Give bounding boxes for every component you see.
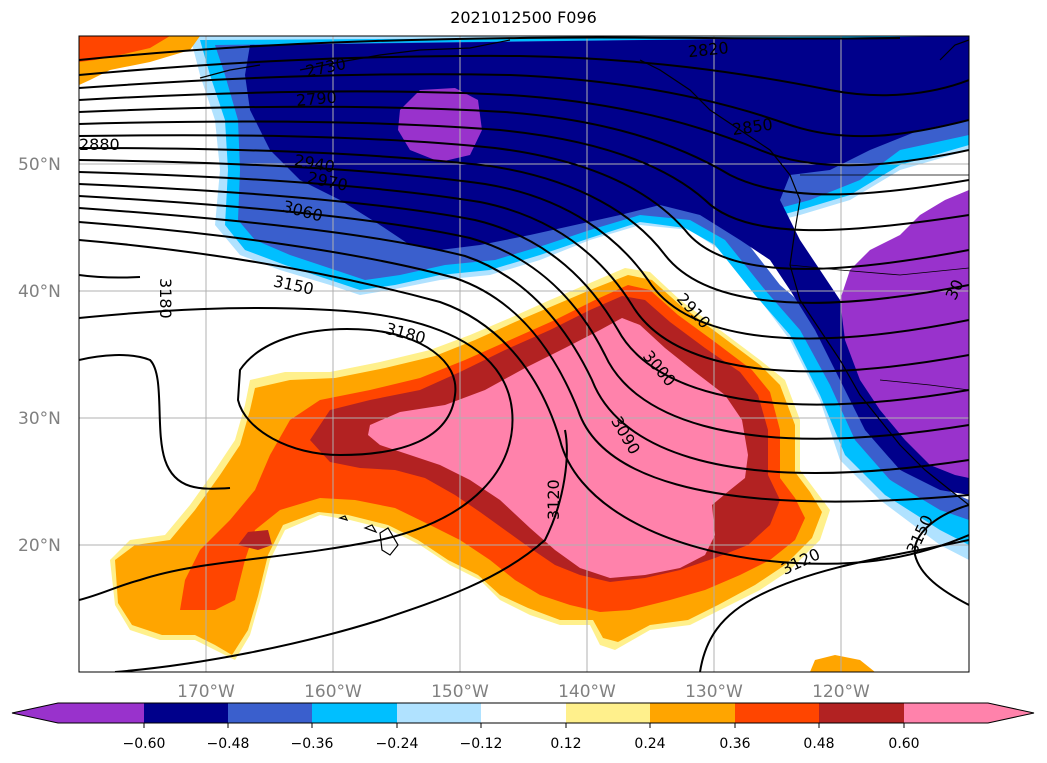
colorbar-lower-extension <box>12 703 58 723</box>
lon-label: 150°W <box>431 682 489 702</box>
colorbar-swatch <box>144 703 228 723</box>
contour-label: 2820 <box>687 38 729 61</box>
negative-anomaly-purple-north <box>398 88 482 162</box>
contour-label: 2880 <box>79 135 120 154</box>
graticule <box>79 36 969 672</box>
colorbar-tick-label: 0.36 <box>719 736 750 752</box>
latitude-labels: 50°N 40°N 30°N 20°N <box>18 155 61 556</box>
negative-anomaly-purple-east <box>840 190 969 478</box>
lon-label: 160°W <box>304 682 362 702</box>
coastlines <box>199 39 969 556</box>
colorbar-swatch <box>650 703 735 723</box>
colorbar-tick-label: 0.60 <box>888 736 919 752</box>
lat-label: 50°N <box>18 155 61 175</box>
lon-label: 130°W <box>685 682 743 702</box>
colorbar-tick-label: −0.12 <box>460 736 503 752</box>
positive-anomaly-pink <box>368 318 748 578</box>
lon-label: 170°W <box>177 682 235 702</box>
positive-anomaly-south <box>810 655 875 672</box>
colorbar-tick-label: 0.24 <box>634 736 665 752</box>
colorbar-upper-extension <box>988 703 1034 723</box>
colorbar-swatch <box>228 703 312 723</box>
lon-label: 140°W <box>558 682 616 702</box>
colorbar-tick-label: −0.48 <box>207 736 250 752</box>
contour-label: 3120 <box>544 479 563 520</box>
colorbar-tick-label: −0.60 <box>123 736 166 752</box>
lat-label: 40°N <box>18 282 61 302</box>
height-contours <box>79 36 969 672</box>
colorbar-swatch <box>481 703 566 723</box>
lon-label: 120°W <box>812 682 870 702</box>
longitude-labels: 170°W 160°W 150°W 140°W 130°W 120°W <box>177 682 870 702</box>
colorbar-swatch <box>58 703 144 723</box>
plot-frame <box>78 35 970 673</box>
colorbar-swatch <box>312 703 397 723</box>
colorbar-tick-label: −0.36 <box>291 736 334 752</box>
lat-label: 30°N <box>18 409 61 429</box>
colorbar-swatch <box>397 703 481 723</box>
colorbar-tick-label: 0.48 <box>803 736 834 752</box>
contour-label: 3180 <box>156 278 175 319</box>
colorbar-tick-label: 0.12 <box>550 736 581 752</box>
colorbar-swatch <box>735 703 819 723</box>
colorbar: −0.60 −0.48 −0.36 −0.24 −0.12 0.12 0.24 … <box>11 702 1035 752</box>
colorbar-swatch <box>566 703 650 723</box>
colorbar-swatch <box>819 703 904 723</box>
lat-label: 20°N <box>18 536 61 556</box>
colorbar-swatch <box>904 703 988 723</box>
contour-label: 2790 <box>295 88 337 110</box>
colorbar-tick-label: −0.24 <box>376 736 419 752</box>
map-title: 2021012500 F096 <box>450 8 597 27</box>
